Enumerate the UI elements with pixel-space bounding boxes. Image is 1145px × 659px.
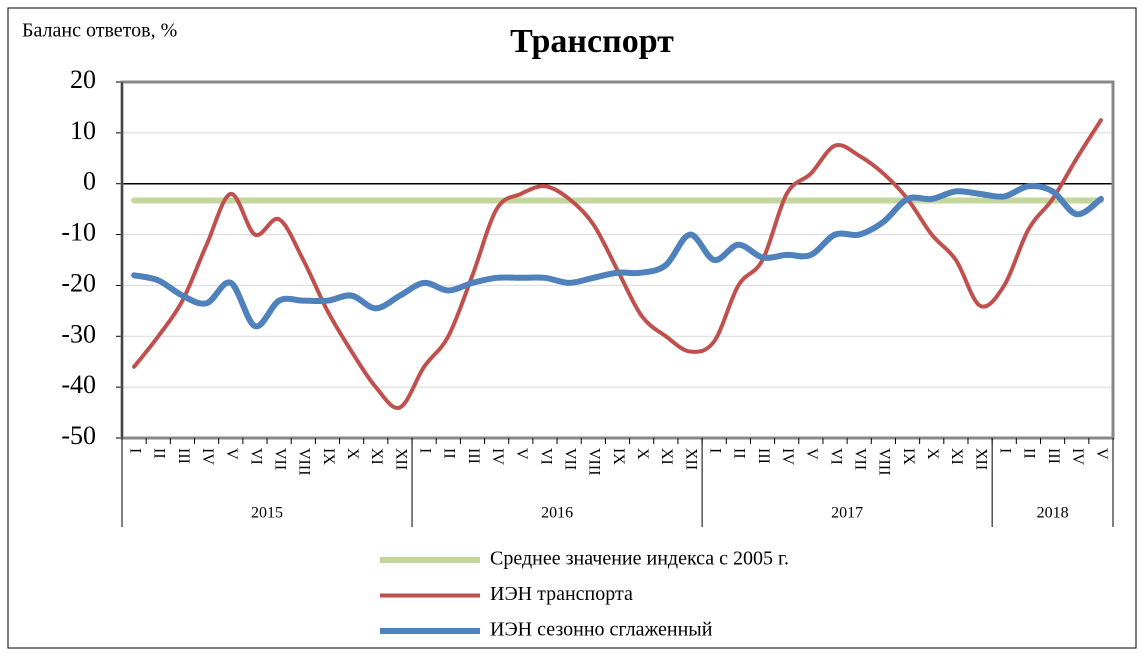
x-tick-label: IX: [610, 448, 627, 465]
x-tick-label: VII: [561, 448, 578, 470]
x-tick-label: I: [707, 448, 724, 453]
x-tick-label: IV: [199, 448, 216, 465]
plot-area: [122, 82, 1113, 438]
x-tick-label: IX: [900, 448, 917, 465]
x-tick-label: III: [175, 448, 192, 464]
x-tick-label: VII: [271, 448, 288, 470]
x-tick-label: VI: [247, 448, 264, 465]
x-tick-label: VIII: [586, 448, 603, 476]
x-tick-label: X: [924, 448, 941, 460]
y-tick-label: -50: [61, 421, 96, 450]
x-tick-label: IV: [779, 448, 796, 465]
x-tick-label: III: [465, 448, 482, 464]
x-tick-label: V: [513, 448, 530, 460]
x-tick-label: III: [1045, 448, 1062, 464]
x-tick-label: X: [344, 448, 361, 460]
x-tick-label: II: [1021, 448, 1038, 459]
series-line: [131, 183, 1104, 330]
y-axis-title: Баланс ответов, %: [22, 20, 177, 42]
x-tick-label: XI: [948, 448, 965, 465]
year-label: 2018: [1037, 505, 1069, 522]
x-tick-label: I: [126, 448, 143, 453]
x-tick-label: XII: [392, 448, 409, 470]
x-tick-label: IX: [320, 448, 337, 465]
x-tick-label: XII: [972, 448, 989, 470]
legend-label: Среднее значение индекса с 2005 г.: [490, 548, 789, 570]
y-tick-label: -20: [61, 268, 96, 297]
x-tick-label: I: [416, 448, 433, 453]
x-tick-label: V: [1093, 448, 1110, 460]
x-tick-label: II: [151, 448, 168, 459]
x-tick-label: VIII: [296, 448, 313, 476]
x-tick-label: VI: [827, 448, 844, 465]
x-tick-label: XI: [368, 448, 385, 465]
legend-label: ИЭН сезонно сглаженный: [490, 619, 713, 641]
x-tick-label: II: [441, 448, 458, 459]
x-tick-label: XII: [682, 448, 699, 470]
x-tick-label: V: [803, 448, 820, 460]
x-tick-label: I: [997, 448, 1014, 453]
year-label: 2017: [831, 505, 863, 522]
y-tick-label: -10: [61, 218, 96, 247]
legend-label: ИЭН транспорта: [490, 583, 633, 605]
y-tick-label: 20: [70, 65, 96, 94]
year-label: 2016: [541, 505, 573, 522]
y-tick-label: 0: [83, 167, 96, 196]
x-tick-label: V: [223, 448, 240, 460]
x-tick-label: XI: [658, 448, 675, 465]
y-tick-label: 10: [70, 116, 96, 145]
x-tick-label: IV: [489, 448, 506, 465]
x-tick-label: IV: [1069, 448, 1086, 465]
y-tick-label: -40: [61, 370, 96, 399]
x-tick-label: II: [731, 448, 748, 459]
x-tick-label: VII: [852, 448, 869, 470]
y-tick-label: -30: [61, 319, 96, 348]
x-tick-label: VIII: [876, 448, 893, 476]
x-tick-label: III: [755, 448, 772, 464]
x-tick-label: VI: [537, 448, 554, 465]
x-tick-label: X: [634, 448, 651, 460]
chart-title: Транспорт: [510, 23, 674, 60]
year-label: 2015: [251, 505, 283, 522]
